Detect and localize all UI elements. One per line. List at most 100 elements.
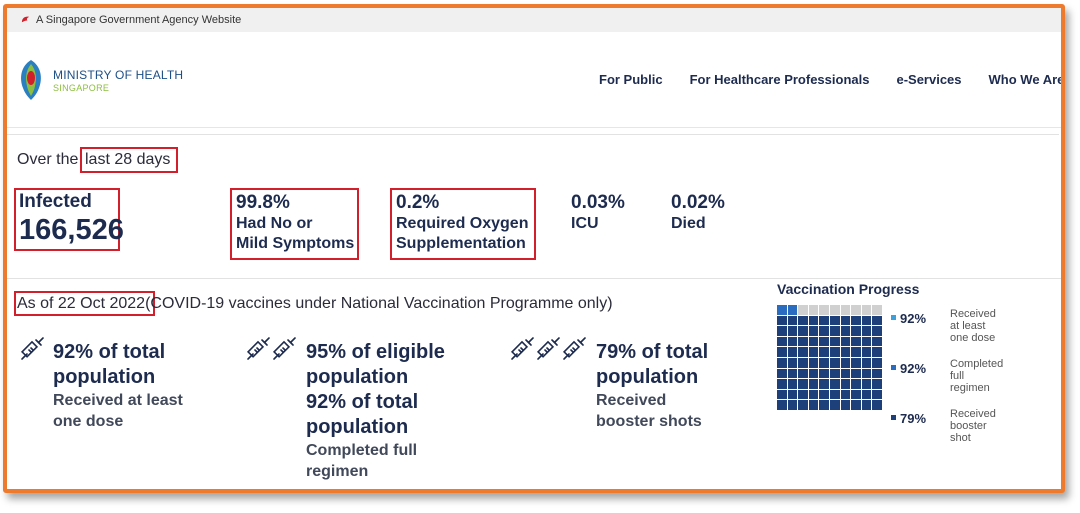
waffle-cell — [840, 389, 851, 400]
nav-for-public[interactable]: For Public — [599, 72, 663, 87]
legend-swatch-full-regimen — [891, 365, 896, 370]
infected-value: 166,526 — [19, 214, 124, 246]
stat-oxygen-value: 0.2% — [396, 192, 440, 213]
waffle-cell — [861, 357, 872, 368]
waffle-cell — [787, 326, 798, 336]
waffle-cell — [840, 368, 851, 379]
waffle-cell — [840, 305, 851, 315]
section-divider — [7, 278, 1061, 279]
stat-mild-line1: Had No or — [236, 215, 313, 232]
waffle-cell — [808, 326, 819, 336]
syringe-icon — [536, 337, 560, 360]
stat-died: 0.02% Died — [671, 192, 725, 234]
waffle-cell — [872, 389, 882, 400]
waffle-cell — [840, 336, 851, 347]
site-header: MINISTRY OF HEALTH SINGAPORE For Public … — [7, 32, 1061, 128]
vax2-big2: population — [306, 366, 409, 388]
waffle-cell — [851, 326, 861, 336]
waffle-grid — [777, 305, 883, 410]
waffle-cell — [819, 326, 829, 336]
waffle-cell — [872, 305, 882, 315]
waffle-cell — [777, 315, 787, 326]
legend-one-dose-pct: 92% — [900, 311, 927, 326]
waffle-cell — [861, 315, 872, 326]
waffle-cell — [861, 326, 872, 336]
vax2-sm1: Completed full — [306, 442, 418, 459]
waffle-cell — [798, 336, 808, 347]
vaccination-progress-title: Vaccination Progress — [777, 281, 920, 297]
divider — [7, 134, 1059, 135]
waffle-cell — [851, 400, 861, 410]
waffle-cell — [819, 305, 829, 315]
logo-line2: SINGAPORE — [53, 82, 110, 93]
legend-booster-pct: 79% — [900, 411, 927, 426]
waffle-cell — [787, 357, 798, 368]
waffle-cell — [808, 389, 819, 400]
waffle-cell — [819, 379, 829, 389]
highlight-box-oxygen — [390, 188, 536, 260]
legend-one-dose-text: Received at least one dose — [950, 308, 996, 344]
waffle-cell — [819, 315, 829, 326]
vax1-big1: 92% of total — [53, 341, 166, 363]
vaccination-date: As of 22 Oct 2022 — [17, 295, 146, 312]
browser-frame: A Singapore Government Agency Website MI… — [3, 4, 1065, 493]
stats-title-highlight: last 28 days — [85, 151, 171, 168]
vax3-sm1: Received — [596, 392, 667, 409]
waffle-cell — [872, 336, 882, 347]
vax3-sm2: booster shots — [596, 413, 702, 430]
syringe-icon — [510, 337, 534, 360]
waffle-cell — [777, 368, 787, 379]
stats-period-title: Over the — [17, 151, 78, 169]
stat-oxygen: 0.2% Required Oxygen Supplementation — [396, 192, 528, 254]
waffle-cell — [829, 326, 840, 336]
waffle-cell — [808, 336, 819, 347]
vax2-big4: population — [306, 416, 409, 438]
nav-who-we-are[interactable]: Who We Are — [988, 72, 1065, 87]
waffle-cell — [808, 379, 819, 389]
syringe-icon — [562, 337, 586, 360]
nav-for-healthcare-professionals[interactable]: For Healthcare Professionals — [689, 72, 870, 87]
waffle-cell — [872, 400, 882, 410]
vax1-sm2: one dose — [53, 413, 124, 430]
syringe-icon — [20, 337, 44, 360]
waffle-cell — [840, 326, 851, 336]
waffle-cell — [787, 347, 798, 357]
waffle-cell — [861, 347, 872, 357]
syringe-icons-2 — [245, 336, 297, 362]
waffle-cell — [851, 389, 861, 400]
stat-mild: 99.8% Had No or Mild Symptoms — [236, 192, 354, 254]
waffle-cell — [808, 368, 819, 379]
stat-oxygen-line1: Required Oxygen — [396, 215, 529, 232]
moh-logo[interactable]: MINISTRY OF HEALTH SINGAPORE — [17, 58, 183, 102]
legend-swatch-one-dose — [891, 315, 896, 320]
stat-mild-line2: Mild Symptoms — [236, 235, 355, 252]
vax3-big1: 79% of total — [596, 341, 709, 363]
stat-died-label: Died — [671, 215, 706, 232]
waffle-cell — [798, 368, 808, 379]
waffle-cell — [819, 368, 829, 379]
highlight-box-period — [80, 147, 178, 173]
waffle-cell — [872, 368, 882, 379]
waffle-cell — [829, 347, 840, 357]
waffle-cell — [819, 336, 829, 347]
waffle-cell — [829, 389, 840, 400]
waffle-cell — [861, 379, 872, 389]
waffle-cell — [808, 305, 819, 315]
waffle-cell — [829, 357, 840, 368]
vax1-big2: population — [53, 366, 156, 388]
waffle-cell — [829, 400, 840, 410]
waffle-cell — [798, 400, 808, 410]
waffle-cell — [798, 347, 808, 357]
nav-e-services[interactable]: e-Services — [896, 72, 962, 87]
vax-block-full-regimen: 95% of eligible population 92% of total … — [306, 340, 445, 482]
logo-line1: MINISTRY OF HEALTH — [53, 67, 184, 82]
waffle-cell — [840, 357, 851, 368]
waffle-cell — [798, 315, 808, 326]
waffle-cell — [808, 400, 819, 410]
waffle-cell — [851, 315, 861, 326]
stat-oxygen-line2: Supplementation — [396, 235, 526, 252]
stat-infected: Infected 166,526 — [19, 191, 124, 247]
lion-head-icon — [21, 16, 30, 22]
legend-booster-text: Received booster shot — [950, 408, 996, 444]
waffle-cell — [777, 379, 787, 389]
